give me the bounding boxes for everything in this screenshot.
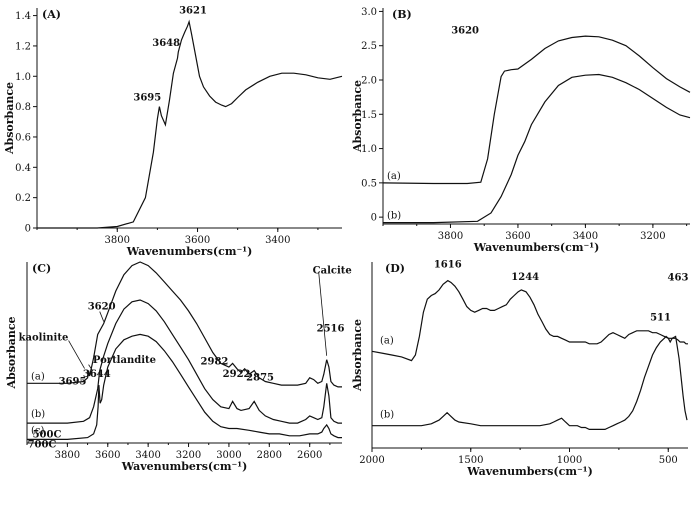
x-axis-title: Wavenumbers(cm⁻¹) [466,465,593,478]
panel-label: (C) [32,262,51,275]
y-tick-label: 0.6 [15,132,31,143]
x-tick-label: 2000 [359,455,384,466]
annotation-leader-line [88,364,93,371]
x-tick-label: 3200 [640,231,665,242]
series-line-b [383,73,691,224]
series-label: (a) [387,171,401,182]
x-axis-title: Wavenumbers(cm⁻¹) [126,245,253,258]
y-axis-title: Absorbance [351,80,364,153]
annotation-leader-line [99,311,105,322]
x-tick-label: 3400 [265,235,290,246]
y-tick-label: 1.4 [15,11,31,22]
x-tick-label: 3000 [216,450,241,461]
x-tick-label: 3400 [573,231,598,242]
annotation-label: 3648 [152,38,180,49]
y-tick-label: 1.2 [15,41,31,52]
x-tick-label: 3600 [95,450,120,461]
annotation-label: 3644 [83,369,111,380]
series-label: (b) [387,211,401,222]
y-tick-label: 0 [25,224,31,235]
annotation-label: 3695 [133,93,161,104]
y-axis-title: Absorbance [3,82,16,155]
x-tick-label: 3800 [55,450,80,461]
annotation-label: 1616 [434,260,462,271]
series-line-a [371,279,688,362]
series-label: (c) [31,425,45,436]
y-tick-label: 0.2 [15,193,31,204]
panel-label: (D) [385,262,405,275]
annotation-label: 2516 [317,324,345,335]
x-tick-label: 3600 [185,235,210,246]
annotation-label: 1244 [511,272,539,283]
series-line-a [382,35,691,185]
annotation-label: kaolinite [19,333,69,344]
series-label: (a) [31,371,45,382]
x-tick-label: 1500 [458,455,483,466]
annotation-label: Portlandite [93,355,156,366]
series-label: (a) [380,335,394,346]
y-tick-label: 2.5 [361,41,377,52]
series-label: (b) [31,409,45,420]
y-tick-label: 1.0 [361,144,377,155]
x-axis-title: Wavenumbers(cm⁻¹) [473,241,600,254]
x-tick-label: 3600 [505,231,530,242]
y-tick-label: 0.4 [15,163,31,174]
annotation-label: 3695 [59,377,87,388]
x-tick-label: 3800 [105,235,130,246]
series-line-a [27,261,342,388]
y-tick-label: 2.0 [361,76,377,87]
annotation-label: 500C [33,430,62,441]
annotation-label: 3620 [88,302,116,313]
annotation-label: 511 [650,312,671,323]
y-tick-label: 0 [371,213,377,224]
y-tick-label: 3.0 [361,7,377,18]
x-tick-label: 3200 [176,450,201,461]
annotation-label: 2875 [246,373,274,384]
annotation-leader-line [318,271,328,356]
panel-d: 2000 1500 1000 500 Wavenumbers(cm⁻¹) Absorban… [351,260,688,478]
series-line-c [27,333,342,440]
x-tick-label: 2800 [257,450,282,461]
x-tick-label: 500 [659,455,678,466]
series-line-b [27,299,342,424]
y-tick-label: 0.5 [361,178,377,189]
annotation-label: 3621 [179,6,207,17]
annotation-label: Calcite [313,266,352,277]
annotation-label: 700C [28,440,57,451]
y-tick-label: 1.5 [361,110,377,121]
y-tick-label: 0.8 [15,102,31,113]
x-tick-label: 3800 [438,231,463,242]
x-axis-title: Wavenumbers(cm⁻¹) [121,460,248,473]
annotation-label: 2922 [223,369,251,380]
y-axis-title: Absorbance [5,316,18,389]
panel-label: (B) [392,8,412,21]
annotation-label: 463 [668,272,689,283]
annotation-label: 3620 [451,26,479,37]
y-tick-label: 1.0 [15,72,31,83]
panel-label: (A) [42,8,61,21]
series-label: (b) [380,410,394,421]
series-line-spectrum [37,19,343,229]
annotation-label: 2982 [201,356,229,367]
panel-b: 3800 3600 3400 3200 0 0.5 1.0 1.5 2.0 2.5 3.0 Waven… [351,7,691,254]
panel-c: 3800 3600 3400 3200 3000 2800 2600 Wavenumbers(… [5,261,352,473]
y-axis-title: Absorbance [351,319,364,392]
x-tick-label: 3400 [135,450,160,461]
annotation-leader-line [68,340,85,369]
x-tick-label: 1000 [557,455,582,466]
x-tick-label: 2600 [297,450,322,461]
series-line-b [372,335,688,430]
panel-a: 3800 3600 3400 0 0.2 0.4 0.6 0.8 1.0 1.2 1.4 Wavenu… [3,6,343,258]
